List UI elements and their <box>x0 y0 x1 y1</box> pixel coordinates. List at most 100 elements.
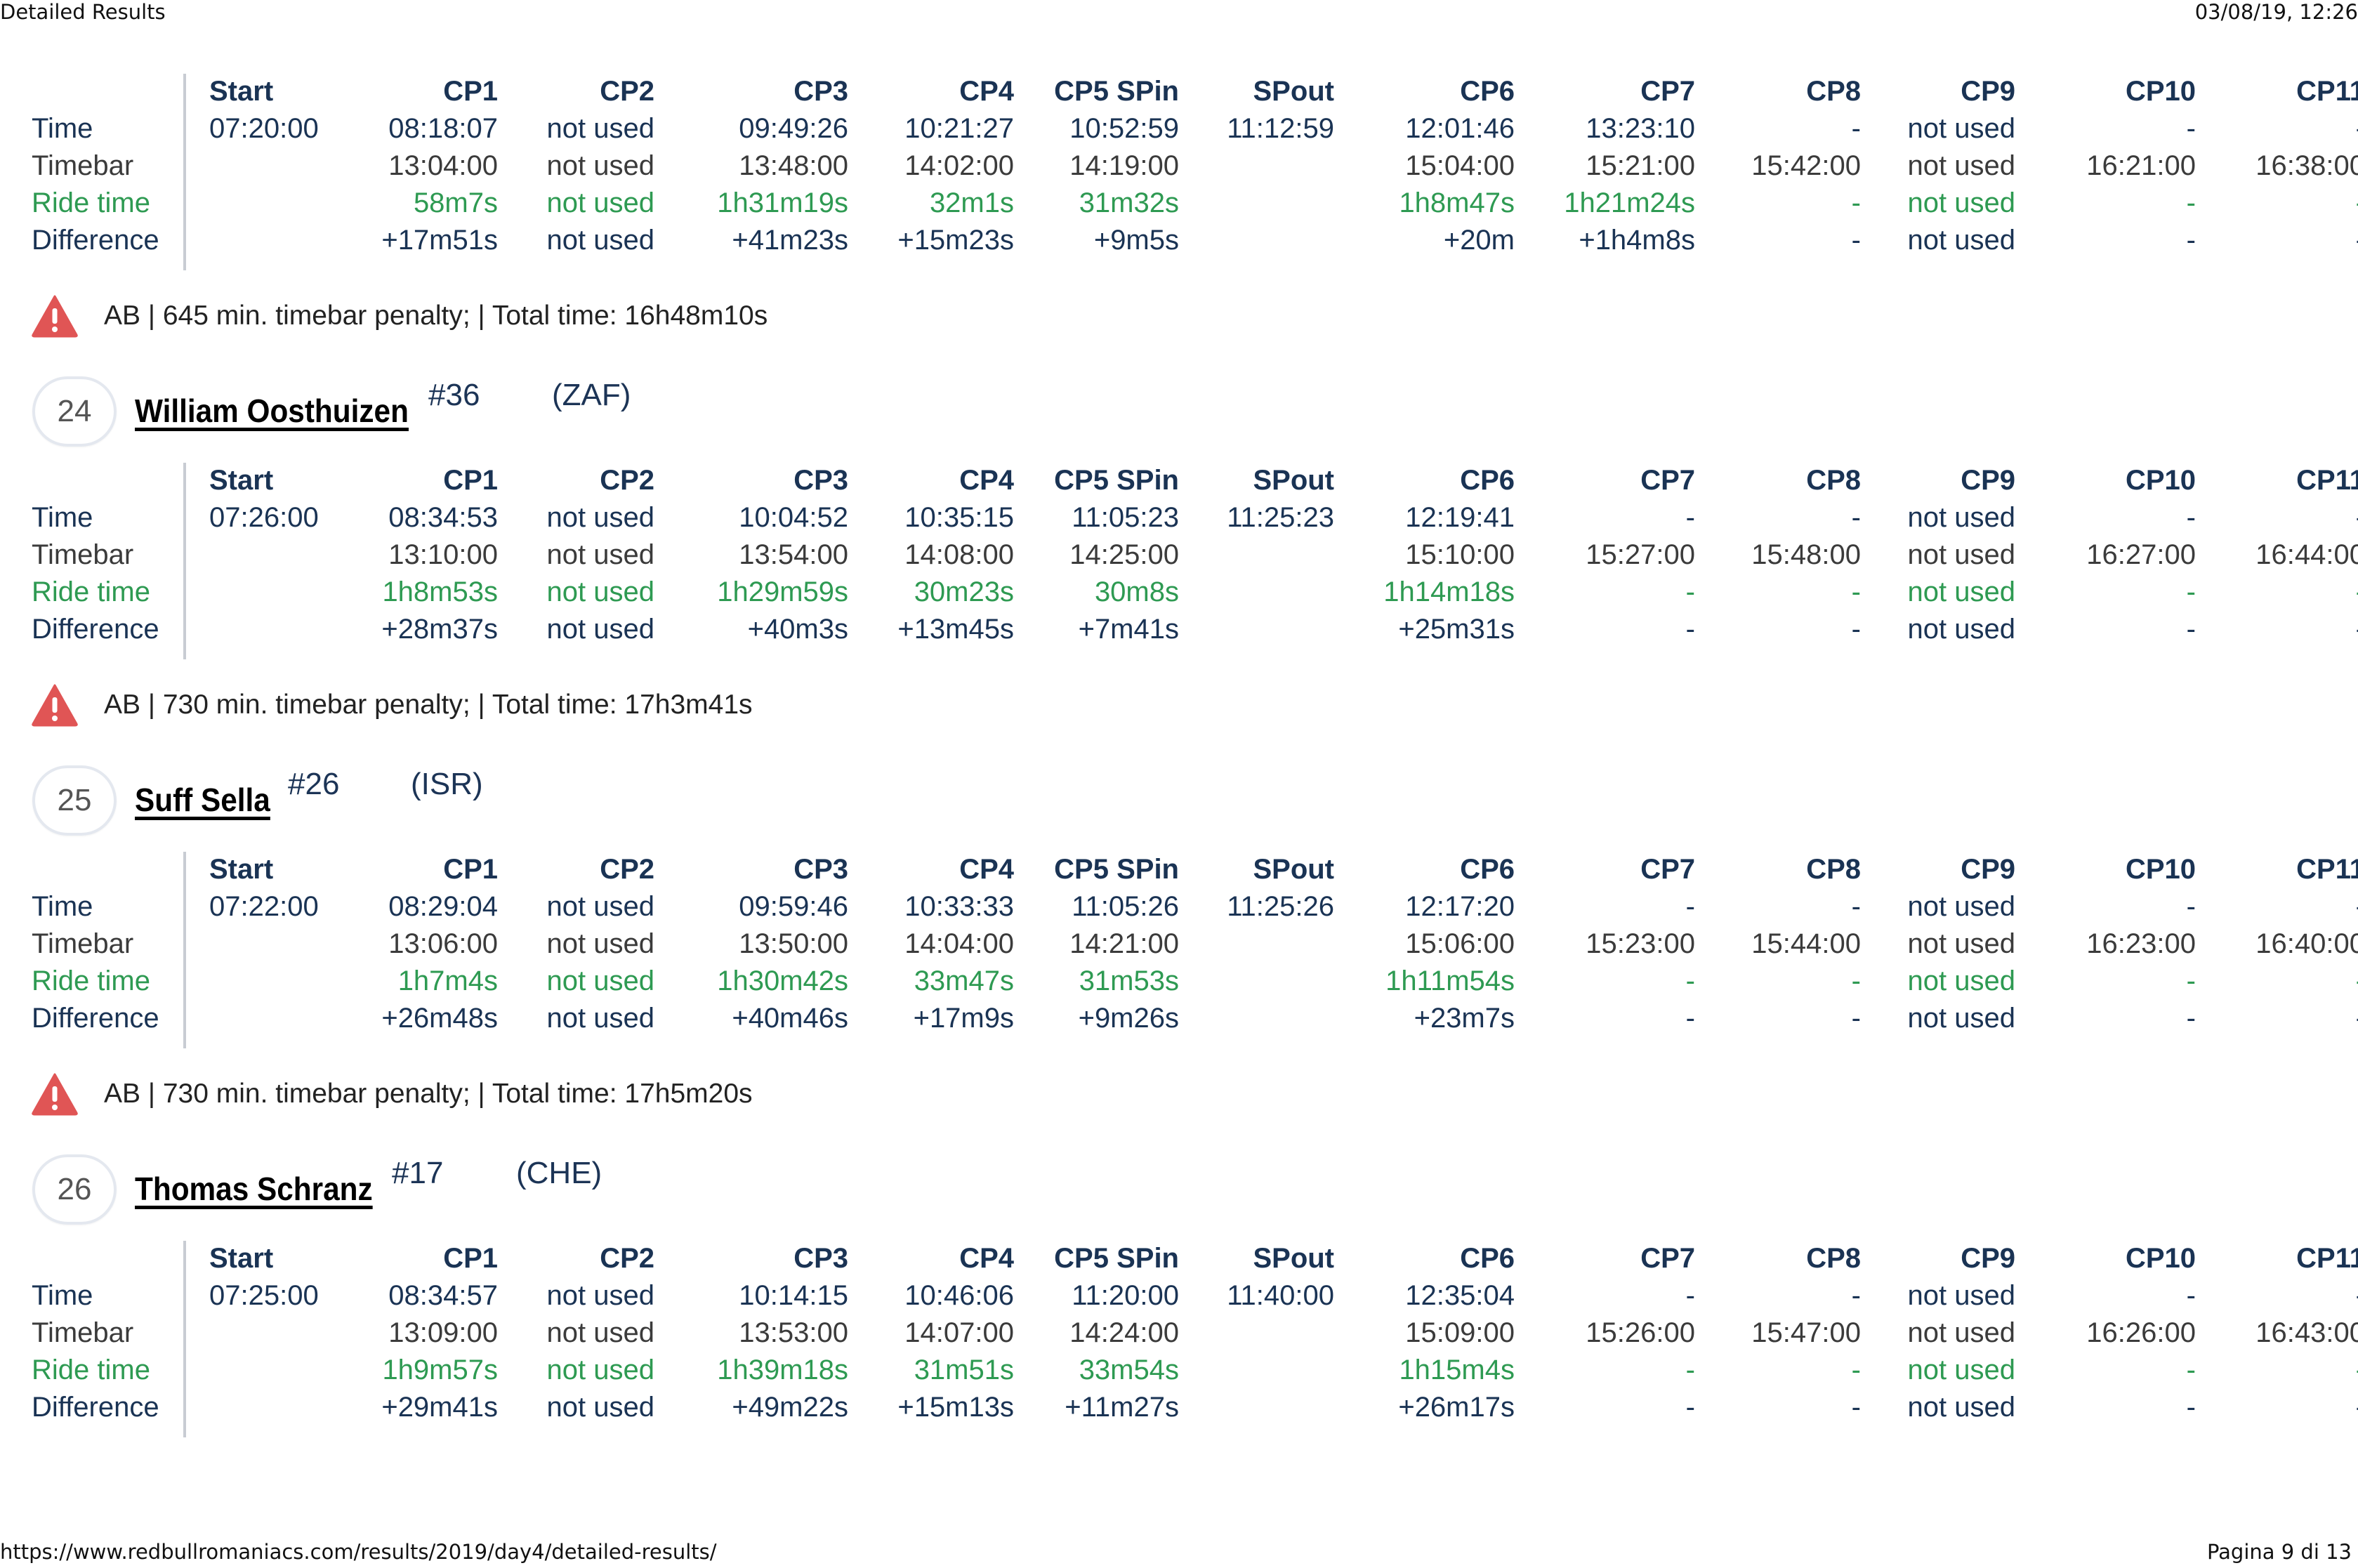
result-cell: not used <box>546 187 654 218</box>
result-cell: +17m51s <box>381 225 498 256</box>
column-header: CP1 <box>443 1243 498 1274</box>
checkpoint-results-table: Start CP1 CP2 CP3 CP4 CP5 SPin SPout CP6 CP7 CP8 C… <box>0 1241 2358 1437</box>
result-cell: 08:29:04 <box>388 891 498 922</box>
result-cell: +9m26s <box>1078 1003 1179 1034</box>
result-cell: - <box>2356 1390 2358 1425</box>
rider-name-link[interactable]: William Oosthuizen <box>135 393 409 429</box>
column-header: CP11 <box>2296 854 2358 885</box>
result-cell: not used <box>546 928 654 959</box>
result-cell: - <box>1851 1280 1861 1311</box>
result-cell: 33m47s <box>914 966 1014 996</box>
result-cell: +40m3s <box>747 614 848 645</box>
result-cell: 11:20:00 <box>1072 1280 1179 1311</box>
result-cell: not used <box>1907 614 2015 645</box>
result-cell: - <box>2356 963 2358 999</box>
result-cell: 11:05:23 <box>1072 502 1179 533</box>
rank-badge: 26 <box>32 1154 117 1225</box>
row-label: Difference <box>32 225 159 256</box>
rider-name-link[interactable]: Suff Sella <box>135 782 270 818</box>
row-label: Ride time <box>32 187 150 218</box>
column-header: SPout <box>1253 465 1334 496</box>
result-cell: not used <box>546 539 654 570</box>
result-cell: 11:05:26 <box>1072 891 1179 922</box>
result-cell: - <box>1851 502 1861 533</box>
checkpoint-results-table: Start CP1 CP2 CP3 CP4 CP5 SPin SPout CP6 CP7 CP8 C… <box>0 463 2358 659</box>
result-cell: 13:48:00 <box>739 150 848 181</box>
result-cell: - <box>1685 502 1695 533</box>
result-cell: 13:50:00 <box>739 928 848 959</box>
result-cell: +49m22s <box>732 1392 848 1423</box>
result-cell: 11:40:00 <box>1227 1280 1334 1311</box>
column-header: CP7 <box>1640 1243 1695 1274</box>
result-cell: 1h29m59s <box>717 577 848 607</box>
result-cell: not used <box>1907 891 2015 922</box>
result-cell: 14:07:00 <box>904 1317 1014 1348</box>
penalty-notice: AB | 645 min. timebar penalty; | Total t… <box>0 291 983 341</box>
result-cell: - <box>2186 1003 2196 1034</box>
result-cell: +1h4m8s <box>1579 225 1695 256</box>
rider-bib-number: #17 <box>392 1156 444 1190</box>
rider-name-link[interactable]: Thomas Schranz <box>135 1171 373 1207</box>
result-cell: - <box>1685 966 1695 996</box>
result-cell: - <box>1685 1280 1695 1311</box>
result-cell: +25m31s <box>1398 614 1515 645</box>
result-cell: not used <box>1907 966 2015 996</box>
result-cell: +9m5s <box>1093 225 1179 256</box>
column-header: CP10 <box>2125 1243 2196 1274</box>
rider-header: 24 William Oosthuizen #36 (ZAF) <box>0 376 702 447</box>
rider-nationality: (ISR) <box>411 767 483 801</box>
result-cell: 58m7s <box>413 187 498 218</box>
result-cell: 16:44:00 <box>2255 539 2358 570</box>
row-label: Timebar <box>32 928 134 959</box>
penalty-notice: AB | 730 min. timebar penalty; | Total t… <box>0 1069 983 1119</box>
result-cell: 16:43:00 <box>2255 1317 2358 1348</box>
result-cell: 08:18:07 <box>388 113 498 144</box>
result-cell: 1h39m18s <box>717 1355 848 1385</box>
result-cell: +26m17s <box>1398 1392 1515 1423</box>
result-cell: 13:10:00 <box>388 539 498 570</box>
result-cell: 31m51s <box>914 1355 1014 1385</box>
result-cell: +7m41s <box>1078 614 1179 645</box>
penalty-text: AB | 730 min. timebar penalty; | Total t… <box>104 690 753 720</box>
column-header: CP6 <box>1460 1243 1515 1274</box>
result-cell: - <box>1851 966 1861 996</box>
result-cell: 08:34:53 <box>388 502 498 533</box>
column-header: CP8 <box>1806 1243 1861 1274</box>
result-cell: - <box>2356 574 2358 610</box>
result-cell: 30m23s <box>914 577 1014 607</box>
column-header: CP7 <box>1640 854 1695 885</box>
column-header: CP5 SPin <box>1054 76 1179 107</box>
result-cell: not used <box>546 614 654 645</box>
result-cell: 10:46:06 <box>904 1280 1014 1311</box>
result-cell: +23m7s <box>1414 1003 1515 1034</box>
result-cell: 1h9m57s <box>382 1355 498 1385</box>
result-cell: - <box>2186 891 2196 922</box>
result-cell: - <box>2186 187 2196 218</box>
result-cell: 09:59:46 <box>739 891 848 922</box>
result-cell: +11m27s <box>1065 1392 1179 1423</box>
result-cell: 14:25:00 <box>1069 539 1179 570</box>
table-divider <box>183 463 186 659</box>
column-header: CP1 <box>443 76 498 107</box>
result-cell: 33m54s <box>1079 1355 1179 1385</box>
column-header: CP9 <box>1961 76 2015 107</box>
table-divider <box>183 74 186 270</box>
result-cell: 15:04:00 <box>1405 150 1515 181</box>
table-divider <box>183 852 186 1048</box>
result-cell: - <box>1851 113 1861 144</box>
result-cell: 15:44:00 <box>1751 928 1861 959</box>
result-cell: not used <box>1907 1392 2015 1423</box>
column-header: CP11 <box>2296 1243 2358 1274</box>
result-cell: 07:26:00 <box>209 502 319 533</box>
print-footer-pagination: Pagina 9 di 13 <box>2206 1540 2352 1564</box>
result-cell: - <box>2356 500 2358 535</box>
column-header: CP2 <box>600 465 654 496</box>
result-cell: 31m53s <box>1079 966 1179 996</box>
column-header: Start <box>209 1243 274 1274</box>
result-cell: 13:53:00 <box>739 1317 848 1348</box>
result-cell: +41m23s <box>732 225 848 256</box>
row-label: Time <box>32 891 93 922</box>
row-label: Time <box>32 502 93 533</box>
result-cell: 07:20:00 <box>209 113 319 144</box>
rider-nationality: (ZAF) <box>552 378 631 412</box>
